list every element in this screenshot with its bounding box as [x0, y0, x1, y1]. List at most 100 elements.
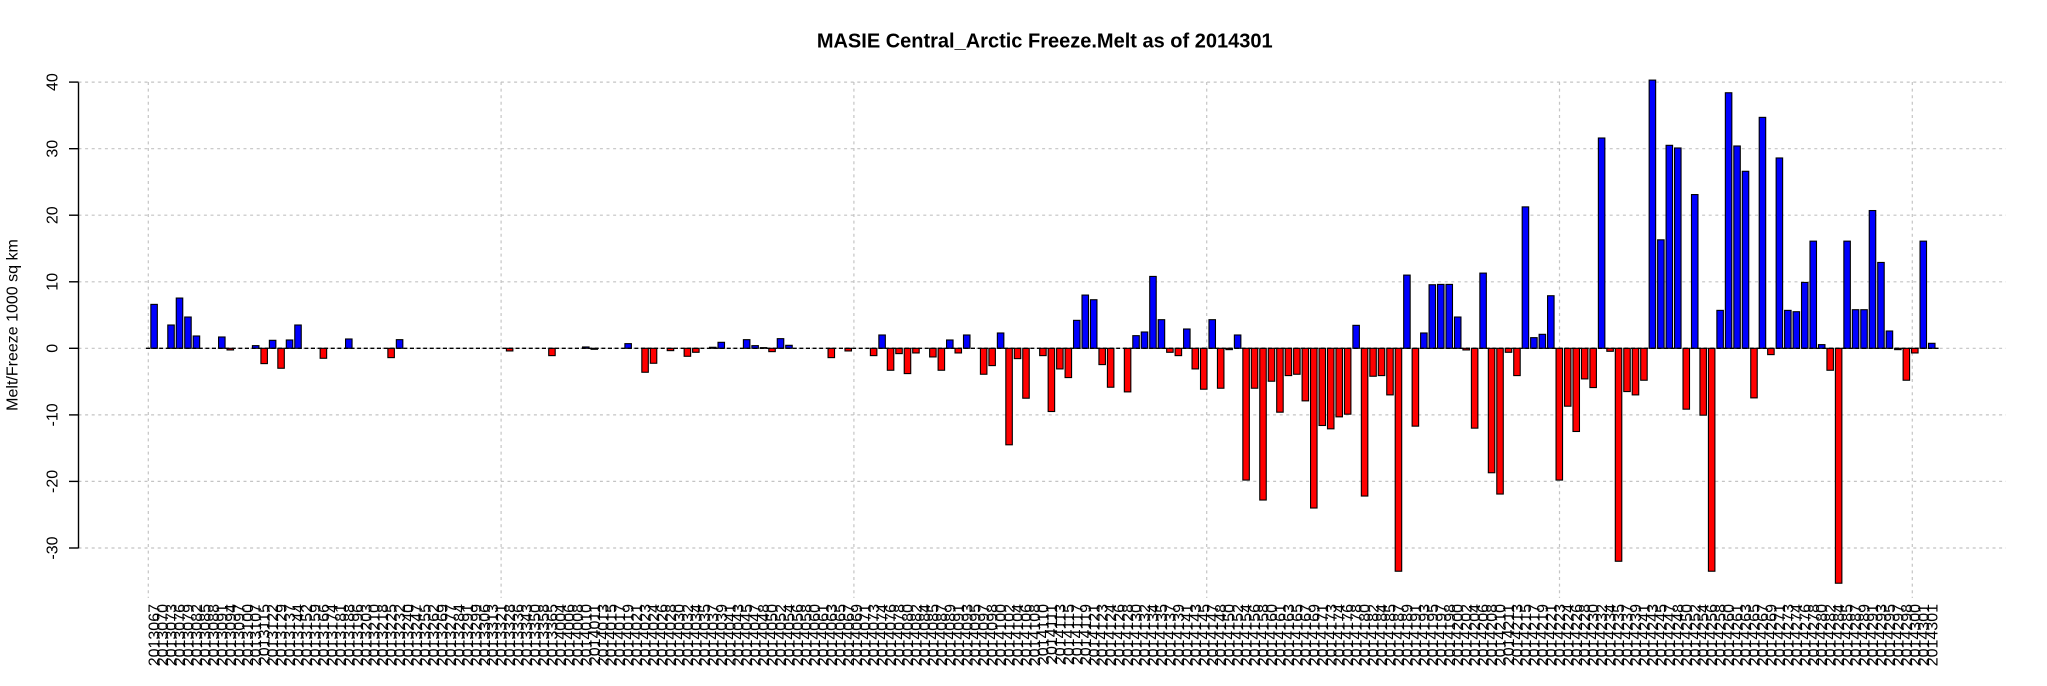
svg-text:2014132: 2014132: [1137, 604, 1154, 666]
svg-text:2014143: 2014143: [1188, 604, 1205, 666]
svg-text:2014185: 2014185: [1383, 604, 1400, 666]
svg-text:2014124: 2014124: [1103, 604, 1120, 666]
svg-text:2013358: 2013358: [536, 604, 553, 666]
svg-text:2014026: 2014026: [655, 604, 672, 666]
svg-text:2014197: 2014197: [1433, 604, 1450, 666]
svg-text:2014174: 2014174: [1332, 604, 1349, 666]
svg-text:2014106: 2014106: [1019, 604, 1036, 666]
svg-text:2014171: 2014171: [1315, 604, 1332, 666]
svg-text:2014108: 2014108: [1027, 604, 1044, 666]
svg-text:2014123: 2014123: [1095, 604, 1112, 666]
svg-text:10: 10: [45, 273, 62, 291]
svg-text:2014008: 2014008: [570, 604, 587, 666]
svg-text:2013137: 2013137: [282, 604, 299, 666]
svg-text:2014069: 2014069: [849, 604, 866, 666]
svg-text:2013232: 2013232: [392, 604, 409, 666]
svg-text:2014119: 2014119: [1078, 604, 1095, 665]
svg-text:2014111: 2014111: [1044, 604, 1061, 664]
svg-text:2014021: 2014021: [629, 604, 646, 666]
svg-text:2013284: 2013284: [451, 604, 468, 666]
svg-text:2014011: 2014011: [587, 604, 604, 665]
svg-text:2013166: 2013166: [316, 604, 333, 666]
svg-text:2014060: 2014060: [807, 604, 824, 666]
svg-text:2014258: 2014258: [1713, 604, 1730, 666]
svg-text:2014278: 2014278: [1806, 604, 1823, 666]
svg-text:2014006: 2014006: [561, 604, 578, 666]
svg-text:2014087: 2014087: [934, 604, 951, 666]
svg-text:2014265: 2014265: [1747, 604, 1764, 666]
svg-text:2013085: 2013085: [197, 604, 214, 666]
svg-text:2014232: 2014232: [1594, 604, 1611, 666]
svg-text:2013262: 2013262: [426, 604, 443, 666]
svg-text:2014150: 2014150: [1222, 604, 1239, 666]
svg-text:2014147: 2014147: [1205, 604, 1222, 666]
svg-text:2013174: 2013174: [324, 604, 341, 666]
svg-text:2014271: 2014271: [1772, 604, 1789, 666]
svg-text:2014102: 2014102: [1002, 604, 1019, 666]
svg-text:2013107: 2013107: [248, 604, 265, 666]
svg-text:2014248: 2014248: [1670, 604, 1687, 666]
svg-text:2014223: 2014223: [1552, 604, 1569, 666]
svg-text:2013210: 2013210: [367, 604, 384, 666]
svg-text:2013313: 2013313: [485, 604, 502, 666]
svg-text:2014039: 2014039: [714, 604, 731, 666]
svg-text:2014135: 2014135: [1154, 604, 1171, 666]
svg-text:2013094: 2013094: [223, 604, 240, 666]
svg-text:2014298: 2014298: [1899, 604, 1916, 666]
svg-text:2014217: 2014217: [1526, 604, 1543, 666]
svg-text:2014130: 2014130: [1129, 604, 1146, 666]
svg-text:2014284: 2014284: [1831, 604, 1848, 666]
svg-text:2014219: 2014219: [1535, 604, 1552, 666]
svg-text:2014043: 2014043: [731, 604, 748, 666]
svg-text:2014141: 2014141: [1179, 604, 1196, 666]
svg-text:2014058: 2014058: [798, 604, 815, 666]
svg-text:2014169: 2014169: [1306, 604, 1323, 666]
svg-text:2014206: 2014206: [1476, 604, 1493, 666]
svg-text:2013240: 2013240: [401, 604, 418, 666]
svg-text:2014180: 2014180: [1357, 604, 1374, 666]
svg-text:2014267: 2014267: [1755, 604, 1772, 666]
svg-text:2014078: 2014078: [892, 604, 909, 666]
svg-text:2014295: 2014295: [1882, 604, 1899, 666]
svg-text:2014165: 2014165: [1289, 604, 1306, 666]
svg-text:2013097: 2013097: [231, 604, 248, 666]
svg-text:2014004: 2014004: [553, 604, 570, 666]
svg-text:2014023: 2014023: [638, 604, 655, 666]
svg-text:2014113: 2014113: [1052, 604, 1069, 665]
svg-text:Melt/Freeze 1000 sq km: Melt/Freeze 1000 sq km: [5, 239, 22, 411]
svg-text:2014056: 2014056: [790, 604, 807, 666]
svg-text:2013088: 2013088: [206, 604, 223, 666]
svg-text:2014256: 2014256: [1704, 604, 1721, 666]
svg-text:2014110: 2014110: [1035, 604, 1052, 665]
svg-text:2014071: 2014071: [858, 604, 875, 666]
svg-text:2014250: 2014250: [1679, 604, 1696, 666]
svg-text:2014030: 2014030: [671, 604, 688, 666]
svg-text:2014015: 2014015: [604, 604, 621, 666]
svg-text:2014084: 2014084: [917, 604, 934, 666]
svg-text:2013203: 2013203: [358, 604, 375, 666]
svg-text:2014195: 2014195: [1425, 604, 1442, 666]
svg-text:2014297: 2014297: [1890, 604, 1907, 666]
svg-text:2014128: 2014128: [1120, 604, 1137, 666]
svg-text:-10: -10: [45, 403, 62, 426]
svg-text:2014095: 2014095: [968, 604, 985, 666]
svg-text:2014019: 2014019: [621, 604, 638, 666]
svg-text:2014160: 2014160: [1264, 604, 1281, 666]
svg-text:2014224: 2014224: [1560, 604, 1577, 666]
svg-text:2014100: 2014100: [993, 604, 1010, 666]
svg-text:2013350: 2013350: [528, 604, 545, 666]
svg-text:2014204: 2014204: [1467, 604, 1484, 666]
svg-text:2014282: 2014282: [1823, 604, 1840, 666]
svg-text:2014104: 2014104: [1010, 604, 1027, 666]
svg-text:2014093: 2014093: [959, 604, 976, 666]
svg-text:2014126: 2014126: [1112, 604, 1129, 666]
svg-text:2014082: 2014082: [908, 604, 925, 666]
svg-text:-30: -30: [45, 536, 62, 559]
svg-text:2014211: 2014211: [1501, 604, 1518, 665]
svg-text:2014191: 2014191: [1408, 604, 1425, 666]
svg-text:2014208: 2014208: [1484, 604, 1501, 666]
svg-text:2014280: 2014280: [1814, 604, 1831, 666]
svg-text:2013144: 2013144: [291, 604, 308, 666]
svg-text:2014041: 2014041: [722, 604, 739, 666]
svg-text:2014189: 2014189: [1399, 604, 1416, 666]
